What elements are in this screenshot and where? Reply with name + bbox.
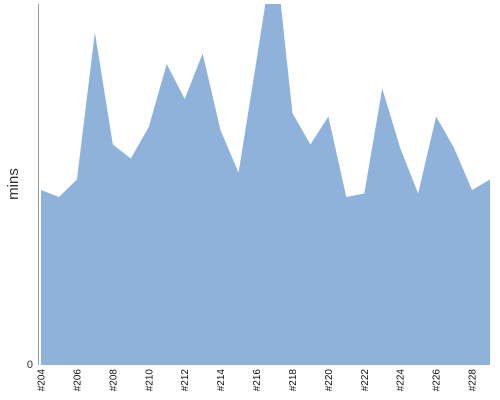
x-tick-label: #218 [288, 369, 299, 392]
x-tick-label: #214 [216, 369, 227, 392]
x-tick-label: #228 [468, 369, 479, 392]
y-axis-label: mins [5, 168, 22, 200]
x-tick-label: #226 [432, 369, 443, 392]
plot-layer [40, 4, 491, 365]
x-tick-label: #212 [180, 369, 191, 392]
x-tick-label: #220 [324, 369, 335, 392]
x-tick-label: #224 [396, 369, 407, 392]
x-tick-label: #216 [252, 369, 263, 392]
x-tick-label: #206 [72, 369, 83, 392]
x-tick-label: #222 [360, 369, 371, 392]
x-tick-label: #210 [144, 369, 155, 392]
y-tick-label-0: 0 [27, 359, 33, 371]
area-series [41, 4, 490, 365]
x-tick-label: #208 [108, 369, 119, 392]
x-tick-labels: #204 #206 #208 #210 #212 #214 #216 #218 #220 #222… [37, 369, 479, 392]
x-tick-label: #204 [37, 369, 48, 392]
